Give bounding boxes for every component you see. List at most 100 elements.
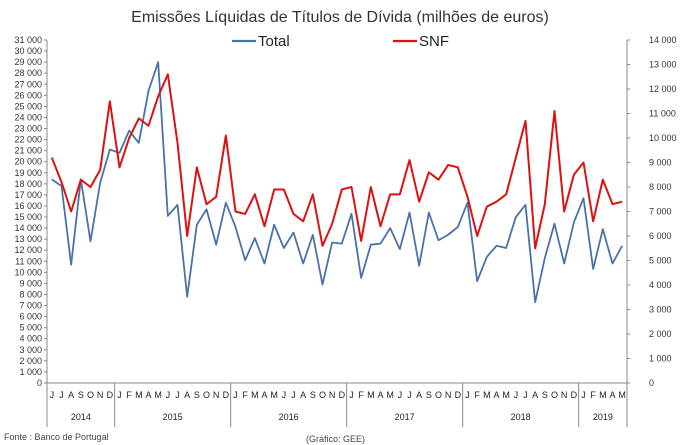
month-label: J <box>233 390 238 400</box>
right-tick-label: 8 000 <box>649 182 672 192</box>
left-tick-label: 12 000 <box>14 245 42 255</box>
month-label: A <box>416 390 422 400</box>
month-label: A <box>532 390 538 400</box>
month-label: M <box>251 390 259 400</box>
left-tick-label: 18 000 <box>14 179 42 189</box>
month-label: O <box>203 390 210 400</box>
series-line-total <box>51 61 623 304</box>
left-tick-label: 26 000 <box>14 90 42 100</box>
year-label: 2016 <box>279 412 299 422</box>
chart-title: Emissões Líquidas de Títulos de Dívida (… <box>131 9 549 26</box>
right-tick-label: 7 000 <box>649 207 672 217</box>
left-tick-label: 4 000 <box>19 334 42 344</box>
right-tick-label: 1 000 <box>649 354 672 364</box>
left-tick-label: 15 000 <box>14 212 42 222</box>
left-tick-label: 24 000 <box>14 112 42 122</box>
month-label: M <box>135 390 143 400</box>
series-lines <box>50 61 623 304</box>
month-label: A <box>261 390 267 400</box>
month-label: A <box>609 390 615 400</box>
month-label: J <box>175 390 180 400</box>
month-label: J <box>117 390 122 400</box>
month-label: A <box>493 390 499 400</box>
month-label: M <box>270 390 278 400</box>
left-tick-label: 16 000 <box>14 201 42 211</box>
left-tick-label: 19 000 <box>14 168 42 178</box>
month-label: A <box>145 390 151 400</box>
year-label: 2014 <box>71 412 91 422</box>
left-tick-label: 29 000 <box>14 57 42 67</box>
left-tick-label: 3 000 <box>19 345 42 355</box>
month-label: J <box>465 390 470 400</box>
month-label: N <box>329 390 336 400</box>
month-label: F <box>126 390 132 400</box>
month-label: N <box>97 390 104 400</box>
month-label: M <box>386 390 394 400</box>
left-tick-label: 25 000 <box>14 101 42 111</box>
left-tick-label: 11 000 <box>15 256 42 266</box>
month-label: M <box>154 390 162 400</box>
legend-label-total: Total <box>258 33 290 50</box>
year-label: 2019 <box>593 412 613 422</box>
month-label: D <box>223 390 230 400</box>
axes <box>46 40 628 384</box>
month-label: J <box>50 390 55 400</box>
month-label: S <box>194 390 200 400</box>
month-label: F <box>242 390 248 400</box>
right-tick-label: 0 <box>649 378 654 388</box>
month-label: M <box>367 390 375 400</box>
month-label: O <box>551 390 558 400</box>
month-label: J <box>581 390 586 400</box>
credit-note: (Gráfico: GEE) <box>306 434 365 444</box>
month-label: S <box>310 390 316 400</box>
month-label: J <box>407 390 412 400</box>
month-label: J <box>291 390 296 400</box>
left-tick-label: 22 000 <box>14 135 42 145</box>
left-tick-label: 17 000 <box>14 190 42 200</box>
right-tick-label: 9 000 <box>649 158 672 168</box>
right-tick-label: 14 000 <box>649 35 677 45</box>
month-label: F <box>358 390 364 400</box>
right-tick-label: 6 000 <box>649 231 672 241</box>
month-label: F <box>474 390 480 400</box>
left-tick-label: 6 000 <box>19 312 42 322</box>
left-tick-label: 14 000 <box>14 223 42 233</box>
left-tick-label: 2 000 <box>19 356 42 366</box>
legend-label-snf: SNF <box>419 33 449 50</box>
month-label: O <box>435 390 442 400</box>
month-label: A <box>377 390 383 400</box>
series-line-snf <box>50 73 623 250</box>
month-label: O <box>319 390 326 400</box>
right-axis-ticks: 0 1 000 2 000 3 000 4 000 5 000 6 000 7 000 8 00… <box>627 35 677 388</box>
month-label: J <box>59 390 64 400</box>
right-tick-label: 10 000 <box>649 133 677 143</box>
month-label: A <box>184 390 190 400</box>
right-tick-label: 12 000 <box>649 84 677 94</box>
left-tick-label: 0 <box>37 378 42 388</box>
month-label: F <box>590 390 596 400</box>
month-label: S <box>78 390 84 400</box>
month-label: O <box>87 390 94 400</box>
month-label: J <box>523 390 528 400</box>
month-label: D <box>571 390 578 400</box>
month-label: A <box>300 390 306 400</box>
left-tick-label: 27 000 <box>14 79 42 89</box>
month-label: J <box>166 390 171 400</box>
left-tick-label: 21 000 <box>14 146 42 156</box>
month-label: M <box>502 390 510 400</box>
left-tick-label: 5 000 <box>19 323 42 333</box>
left-tick-label: 8 000 <box>19 289 42 299</box>
month-label: J <box>514 390 519 400</box>
right-tick-label: 3 000 <box>649 305 672 315</box>
right-tick-label: 5 000 <box>649 256 672 266</box>
month-label: N <box>445 390 452 400</box>
right-tick-label: 4 000 <box>649 280 672 290</box>
left-tick-label: 7 000 <box>19 301 42 311</box>
left-tick-label: 23 000 <box>14 124 42 134</box>
right-tick-label: 13 000 <box>649 60 677 70</box>
month-label: N <box>561 390 568 400</box>
year-label: 2015 <box>163 412 183 422</box>
month-label: J <box>398 390 403 400</box>
